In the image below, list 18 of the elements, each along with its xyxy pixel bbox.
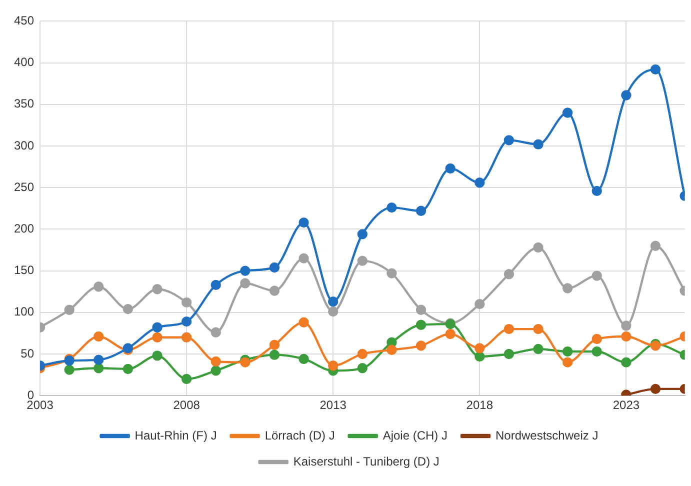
y-tick-label: 300 xyxy=(14,138,34,152)
x-tick-label: 2008 xyxy=(173,398,200,412)
x-tick-label: 2013 xyxy=(320,398,347,412)
y-tick-label: 400 xyxy=(14,55,34,70)
legend-label: Lörrach (D) J xyxy=(264,428,335,442)
y-tick-label: 150 xyxy=(14,263,34,278)
legend-label: Nordwestschweiz J xyxy=(496,428,598,442)
y-tick-label: 50 xyxy=(20,346,34,360)
x-tick-label: 2018 xyxy=(466,398,494,412)
x-tick-label: 2023 xyxy=(612,398,640,412)
y-tick-label: 350 xyxy=(14,96,34,111)
y-tick-label: 200 xyxy=(14,222,34,236)
y-tick-label: 450 xyxy=(14,14,34,28)
legend-label: Haut-Rhin (F) J xyxy=(134,428,217,442)
y-tick-label: 250 xyxy=(14,180,34,194)
legend-label: Kaiserstuhl - Tuniberg (D) J xyxy=(293,454,440,468)
y-tick-label: 100 xyxy=(14,304,34,319)
legend-label: Ajoie (CH) J xyxy=(382,428,448,442)
